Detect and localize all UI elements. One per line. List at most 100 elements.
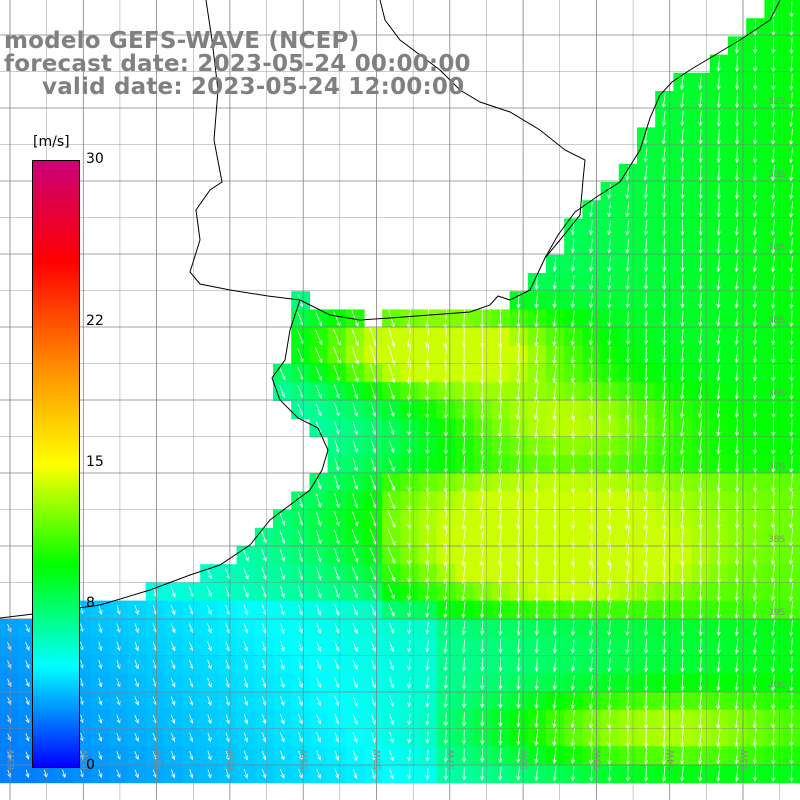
wind-arrow bbox=[206, 604, 212, 616]
wind-arrow bbox=[262, 695, 267, 707]
colorbar-tick-label: 15 bbox=[86, 454, 104, 470]
wind-arrow bbox=[752, 509, 758, 529]
wind-arrow bbox=[498, 748, 503, 764]
wind-arrow bbox=[297, 530, 304, 545]
wind-arrow bbox=[789, 656, 794, 673]
wind-arrow bbox=[170, 641, 176, 652]
wind-arrow bbox=[607, 202, 612, 218]
wind-arrow bbox=[425, 527, 430, 548]
wind-arrow bbox=[280, 622, 285, 634]
wind-arrow bbox=[662, 256, 667, 273]
wind-arrow bbox=[207, 696, 212, 707]
wind-arrow bbox=[534, 639, 539, 654]
wind-arrow bbox=[407, 713, 412, 726]
wind-arrow bbox=[570, 382, 575, 402]
latitude-label: 40S bbox=[768, 681, 785, 691]
coastline bbox=[189, 0, 781, 321]
wind-arrow bbox=[552, 508, 557, 530]
wind-arrow bbox=[771, 74, 776, 91]
wind-arrow bbox=[770, 509, 776, 529]
wind-arrow bbox=[698, 419, 703, 437]
wind-arrow bbox=[280, 640, 285, 652]
wind-arrow bbox=[643, 472, 648, 493]
wind-arrow bbox=[734, 509, 740, 530]
wind-arrow bbox=[588, 620, 594, 637]
wind-arrow bbox=[570, 728, 575, 747]
wind-arrow bbox=[243, 604, 249, 616]
wind-arrow bbox=[698, 620, 703, 637]
wind-arrow bbox=[316, 732, 322, 743]
wind-arrow bbox=[461, 381, 467, 402]
wind-arrow bbox=[334, 421, 340, 435]
wind-arrow bbox=[625, 674, 630, 692]
wind-arrow bbox=[625, 364, 630, 383]
wind-arrow bbox=[497, 437, 502, 456]
wind-arrow bbox=[134, 641, 139, 652]
wind-arrow bbox=[589, 490, 594, 512]
longitude-label: 63W bbox=[7, 750, 17, 770]
wind-arrow bbox=[679, 508, 684, 530]
wind-arrow bbox=[789, 365, 794, 382]
wind-arrow bbox=[752, 692, 757, 711]
wind-arrow bbox=[589, 220, 594, 236]
wind-arrow bbox=[443, 730, 448, 745]
wind-arrow bbox=[752, 274, 757, 291]
wind-arrow bbox=[771, 37, 776, 55]
wind-arrow bbox=[680, 238, 685, 255]
wind-arrow bbox=[279, 512, 286, 526]
wind-arrow bbox=[752, 674, 757, 692]
latitude-label: 34S bbox=[768, 243, 785, 253]
wind-arrow bbox=[406, 362, 411, 385]
wind-arrow bbox=[189, 769, 194, 779]
wind-arrow bbox=[716, 383, 721, 401]
wind-arrow bbox=[314, 328, 323, 346]
wind-arrow bbox=[643, 201, 648, 218]
wind-arrow bbox=[461, 563, 466, 585]
wind-arrow bbox=[552, 620, 557, 636]
wind-arrow bbox=[698, 183, 703, 200]
wind-arrow bbox=[552, 766, 557, 782]
wind-arrow bbox=[552, 692, 557, 710]
wind-arrow bbox=[370, 475, 377, 491]
wind-arrow bbox=[352, 677, 358, 689]
wind-arrow bbox=[461, 693, 467, 709]
wind-arrow bbox=[425, 731, 430, 744]
wind-arrow bbox=[552, 436, 557, 457]
wind-arrow bbox=[315, 403, 322, 417]
wind-arrow bbox=[643, 238, 648, 254]
wind-arrow bbox=[643, 328, 649, 346]
wind-arrow bbox=[443, 309, 448, 329]
wind-arrow bbox=[207, 659, 212, 670]
wind-arrow bbox=[170, 732, 176, 743]
wind-arrow bbox=[752, 727, 757, 748]
wind-arrow bbox=[479, 582, 484, 602]
wind-arrow bbox=[497, 526, 502, 548]
wind-arrow bbox=[479, 472, 484, 493]
wind-arrow bbox=[351, 547, 359, 563]
wind-arrow bbox=[352, 383, 359, 400]
wind-arrow bbox=[770, 201, 776, 218]
wind-arrow bbox=[207, 677, 212, 688]
wind-arrow bbox=[771, 365, 776, 382]
wind-arrow bbox=[607, 765, 612, 782]
wind-arrow bbox=[516, 508, 521, 530]
wind-arrow bbox=[698, 563, 703, 584]
wind-arrow bbox=[534, 766, 539, 782]
wind-arrow bbox=[425, 362, 430, 385]
wind-arrow bbox=[662, 674, 667, 692]
wind-arrow bbox=[333, 384, 340, 400]
wind-arrow bbox=[443, 712, 448, 727]
wind-arrow bbox=[497, 400, 503, 420]
wind-arrow bbox=[589, 766, 594, 782]
wind-arrow bbox=[206, 567, 213, 580]
wind-arrow bbox=[334, 529, 340, 545]
wind-arrow bbox=[387, 474, 396, 492]
wind-arrow bbox=[298, 566, 304, 581]
wind-arrow bbox=[680, 656, 685, 673]
wind-arrow bbox=[771, 419, 776, 437]
wind-arrow bbox=[298, 695, 303, 707]
latitude-label: 37S bbox=[768, 462, 785, 472]
wind-arrow bbox=[680, 601, 685, 620]
wind-arrow bbox=[734, 183, 739, 200]
wind-arrow bbox=[314, 347, 323, 364]
